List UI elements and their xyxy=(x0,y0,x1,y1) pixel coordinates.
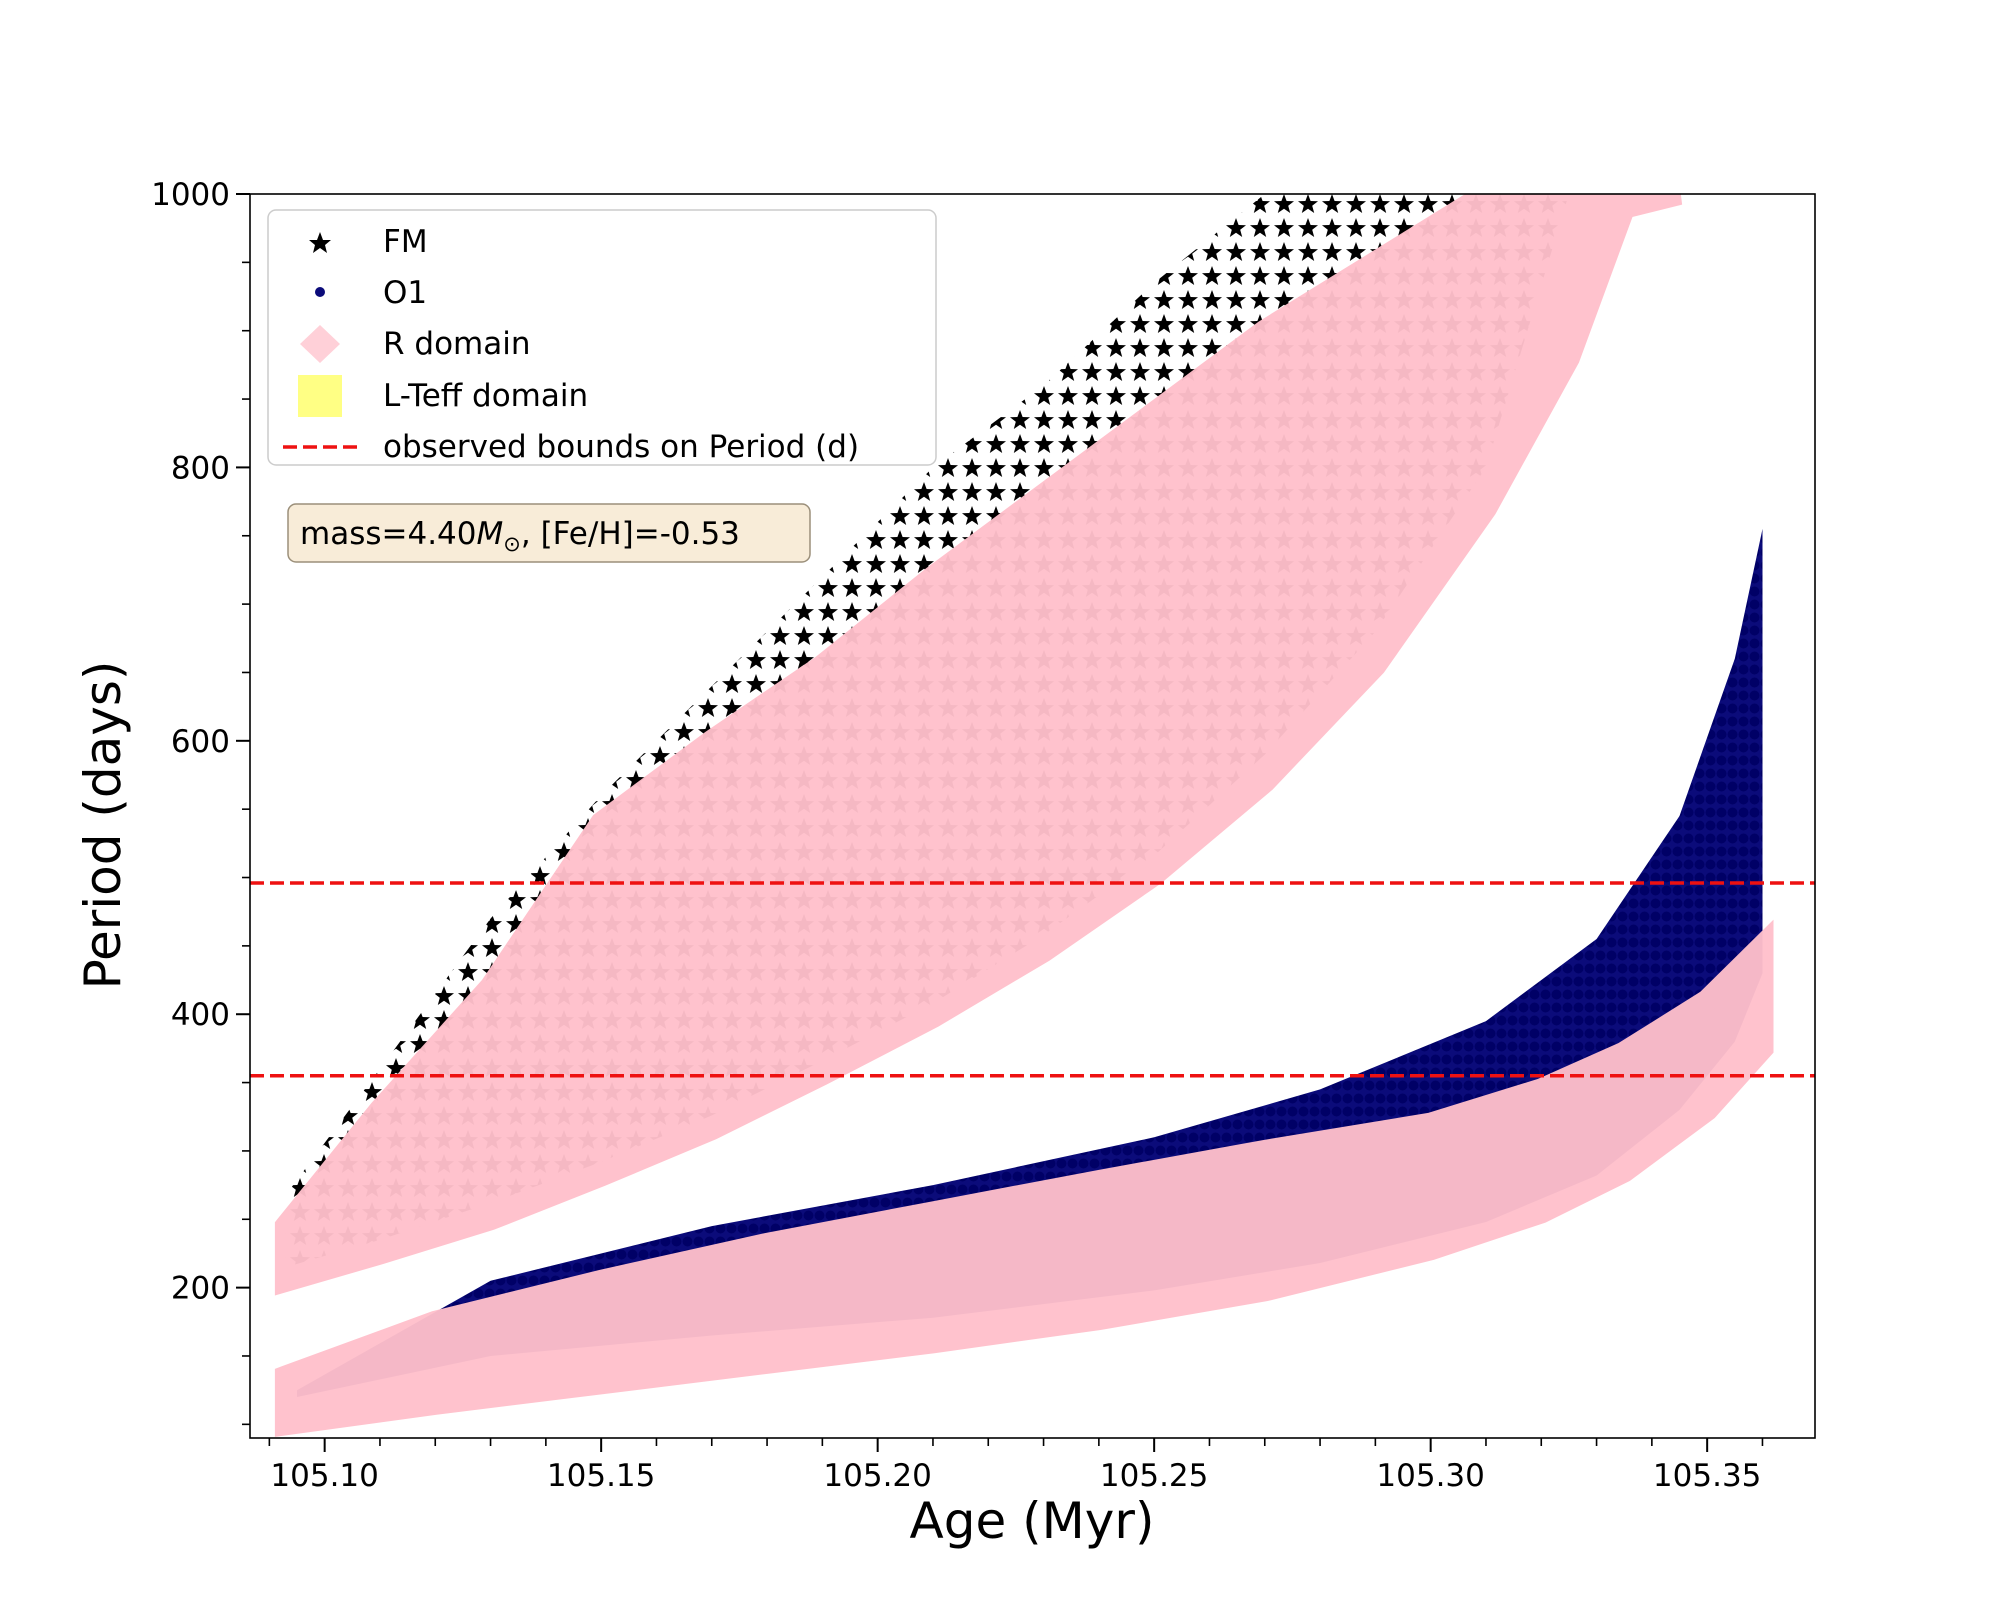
r-domain-band-1 xyxy=(274,194,1683,1296)
plot-frame xyxy=(249,193,1816,1439)
x-tick-label: 105.30 xyxy=(1376,1458,1484,1494)
l-teff-square-icon xyxy=(298,375,342,417)
legend-label-l-teff-domain: L-Teff domain xyxy=(383,378,588,414)
annotation-suffix: , [Fe/H]=-0.53 xyxy=(521,516,740,552)
y-tick-label: 200 xyxy=(171,1271,230,1307)
annotation: mass=4.40M⊙, [Fe/H]=-0.53 xyxy=(287,503,811,563)
legend-item-o1: O1 xyxy=(315,275,427,311)
x-tick-label: 105.20 xyxy=(823,1458,931,1494)
r-domain-diamond-icon xyxy=(300,325,340,363)
x-tick-label: 105.10 xyxy=(270,1458,378,1494)
annotation-subscript: ⊙ xyxy=(503,532,521,556)
legend-item-observed-bounds: observed bounds on Period (d) xyxy=(283,429,859,465)
y-tick-label: 600 xyxy=(171,724,230,760)
o1-dot-icon xyxy=(315,287,325,297)
r-domain-series xyxy=(274,194,1774,1437)
legend-item-fm: FM xyxy=(309,224,428,260)
legend-item-l-teff-domain: L-Teff domain xyxy=(298,375,588,417)
fm-star-icon xyxy=(309,232,331,253)
y-axis-title: Period (days) xyxy=(74,661,132,990)
legend-label-r-domain: R domain xyxy=(383,326,531,362)
legend-label-o1: O1 xyxy=(383,275,427,311)
legend-label-fm: FM xyxy=(383,224,428,260)
x-tick-label: 105.25 xyxy=(1100,1458,1208,1494)
observed-bounds xyxy=(250,881,1815,1078)
x-tick-label: 105.35 xyxy=(1653,1458,1761,1494)
annotation-symbol: M xyxy=(477,516,504,552)
legend-label-observed-bounds: observed bounds on Period (d) xyxy=(383,429,859,465)
legend-item-r-domain: R domain xyxy=(300,325,531,363)
x-axis-title: Age (Myr) xyxy=(910,1492,1155,1550)
y-tick-label: 400 xyxy=(171,997,230,1033)
legend: FM O1 R domain L-Teff domain observed bo… xyxy=(267,209,937,466)
r-domain-band-2 xyxy=(274,919,1774,1437)
plot-area xyxy=(250,194,1815,1437)
annotation-prefix: mass=4.40 xyxy=(300,516,477,552)
legend-box xyxy=(267,209,937,466)
annotation-box xyxy=(287,503,811,563)
x-tick-label: 105.15 xyxy=(547,1458,655,1494)
annotation-text: mass=4.40M⊙, [Fe/H]=-0.53 xyxy=(300,516,740,556)
y-tick-label: 800 xyxy=(171,450,230,486)
y-tick-label: 1000 xyxy=(151,177,230,213)
x-axis: 105.10 105.15 105.20 105.25 105.30 105.35 xyxy=(268,1438,1764,1494)
y-axis: 200 400 600 800 1000 xyxy=(151,177,250,1426)
